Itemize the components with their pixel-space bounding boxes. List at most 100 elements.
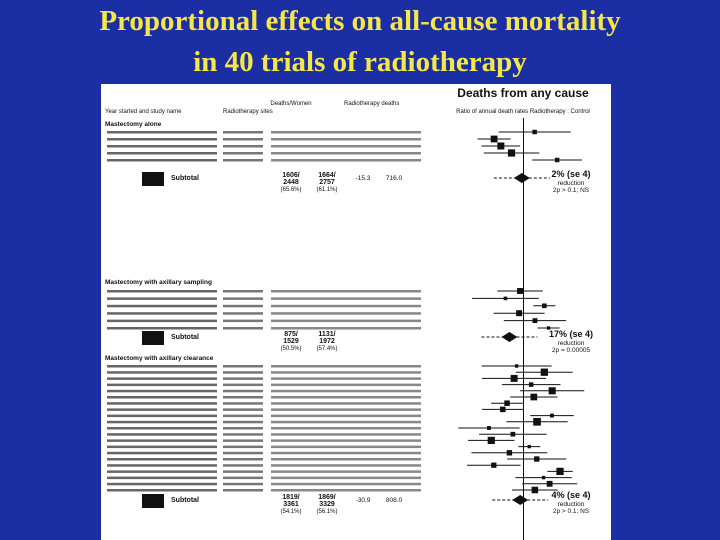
subtotal-rt-pct: (50.5%) — [280, 346, 301, 352]
trial-numbers-bar — [271, 420, 421, 424]
trial-label-bar — [107, 319, 217, 323]
trial-box — [517, 288, 523, 294]
trial-numbers-bar — [271, 145, 421, 148]
trial-label-bar — [107, 297, 217, 300]
trial-label-bar — [107, 439, 217, 442]
trial-sites-bar — [223, 408, 263, 411]
trial-sites-bar — [223, 312, 263, 315]
trial-numbers-bar — [271, 458, 421, 461]
trial-box — [510, 374, 518, 382]
trial-numbers-bar — [271, 489, 421, 492]
trial-label-bar — [107, 458, 217, 461]
trial-label-bar — [107, 159, 217, 162]
trial-sites-bar — [223, 476, 263, 480]
trial-box — [542, 303, 547, 309]
trial-box — [516, 310, 523, 317]
subtotal-variance: 716.0 — [386, 175, 403, 182]
trial-numbers-bar — [271, 152, 421, 155]
trial-box — [497, 142, 505, 150]
subtotal-rt-pct: (54.1%) — [280, 509, 301, 515]
trial-sites-bar — [223, 389, 263, 393]
trial-label-bar — [107, 445, 217, 449]
trial-box — [546, 480, 553, 487]
subtotal-ctrl-women: 3329 — [319, 501, 335, 508]
trial-box — [532, 318, 538, 324]
trial-numbers-bar — [271, 476, 421, 480]
trial-sites-bar — [223, 420, 263, 424]
trial-sites-bar — [223, 159, 263, 162]
header-deaths-women: Deaths/Women — [270, 101, 311, 107]
trial-sites-bar — [223, 433, 263, 436]
trial-numbers-bar — [271, 312, 421, 315]
trial-sites-bar — [223, 145, 263, 148]
trial-sites-bar — [223, 327, 263, 330]
trial-box — [514, 364, 519, 368]
trial-sites-bar — [223, 396, 263, 399]
subtotal-effect-word: reduction — [558, 340, 585, 347]
group-heading: Mastectomy with axillary sampling — [105, 279, 212, 286]
subtotal-o-minus-e: -30.9 — [356, 497, 371, 504]
subtotal-rt-deaths: 1606/ — [282, 172, 300, 179]
trial-numbers-bar — [271, 327, 421, 330]
subtotal-box-legend — [142, 494, 164, 508]
trial-sites-bar — [223, 464, 263, 467]
subtotal-rt-women: 3361 — [283, 501, 299, 508]
trial-box — [531, 486, 539, 494]
subtotal-effect: 2% (se 4) — [551, 169, 590, 179]
trial-numbers-bar — [271, 439, 421, 442]
trial-sites-bar — [223, 290, 263, 293]
trial-sites-bar — [223, 131, 263, 134]
trial-numbers-bar — [271, 365, 421, 368]
trial-sites-bar — [223, 383, 263, 387]
trial-numbers-bar — [271, 433, 421, 436]
subtotal-label: Subtotal — [171, 497, 199, 504]
header-sites: Radiotherapy sites — [223, 109, 273, 115]
trial-box — [554, 157, 560, 163]
subtotal-rt-deaths: 875/ — [284, 331, 298, 338]
trial-box — [504, 400, 510, 406]
trial-sites-bar — [223, 152, 263, 155]
trial-sites-bar — [223, 377, 263, 380]
trial-numbers-bar — [271, 290, 421, 293]
trial-box — [533, 417, 541, 426]
trial-label-bar — [107, 131, 217, 134]
trial-box — [503, 296, 508, 301]
trial-box — [550, 413, 554, 418]
subtotal-effect: 4% (se 4) — [551, 490, 590, 500]
trial-numbers-bar — [271, 414, 421, 418]
subtotal-ctrl-deaths: 1131/ — [318, 331, 335, 338]
trial-box — [490, 135, 498, 143]
trial-box — [506, 450, 513, 456]
trial-numbers-bar — [271, 470, 421, 473]
subtotal-effect-word: reduction — [558, 501, 585, 508]
trial-numbers-bar — [271, 464, 421, 467]
trial-label-bar — [107, 371, 217, 374]
trial-label-bar — [107, 304, 217, 308]
trial-sites-bar — [223, 489, 263, 492]
trial-numbers-bar — [271, 371, 421, 374]
chart-title: Deaths from any cause — [457, 86, 589, 100]
subtotal-ctrl-women: 2757 — [319, 179, 335, 186]
trial-box — [528, 382, 534, 387]
subtotal-ctrl-pct: (61.1%) — [316, 187, 337, 193]
trial-sites-bar — [223, 451, 263, 455]
trial-box — [500, 406, 506, 413]
subtotal-ctrl-deaths: 1664/ — [318, 172, 336, 179]
trial-box — [548, 387, 556, 395]
trial-label-bar — [107, 464, 217, 467]
subtotal-effect: 17% (se 4) — [549, 329, 593, 339]
trial-label-bar — [107, 312, 217, 315]
group-heading: Mastectomy with axillary clearance — [105, 355, 214, 362]
trial-label-bar — [107, 383, 217, 387]
forest-plot-panel: Deaths from any cause Deaths/Women Radioth… — [101, 84, 611, 540]
trial-sites-bar — [223, 445, 263, 449]
header-trial: Year started and study name — [105, 109, 182, 115]
trial-sites-bar — [223, 427, 263, 430]
subtotal-ctrl-pct: (56.1%) — [316, 509, 337, 515]
trial-sites-bar — [223, 458, 263, 461]
slide-title-line-2: in 40 trials of radiotherapy — [193, 46, 527, 78]
trial-label-bar — [107, 327, 217, 330]
subtotal-effect-word: reduction — [558, 180, 585, 187]
trial-numbers-bar — [271, 377, 421, 380]
trial-box — [530, 393, 538, 401]
